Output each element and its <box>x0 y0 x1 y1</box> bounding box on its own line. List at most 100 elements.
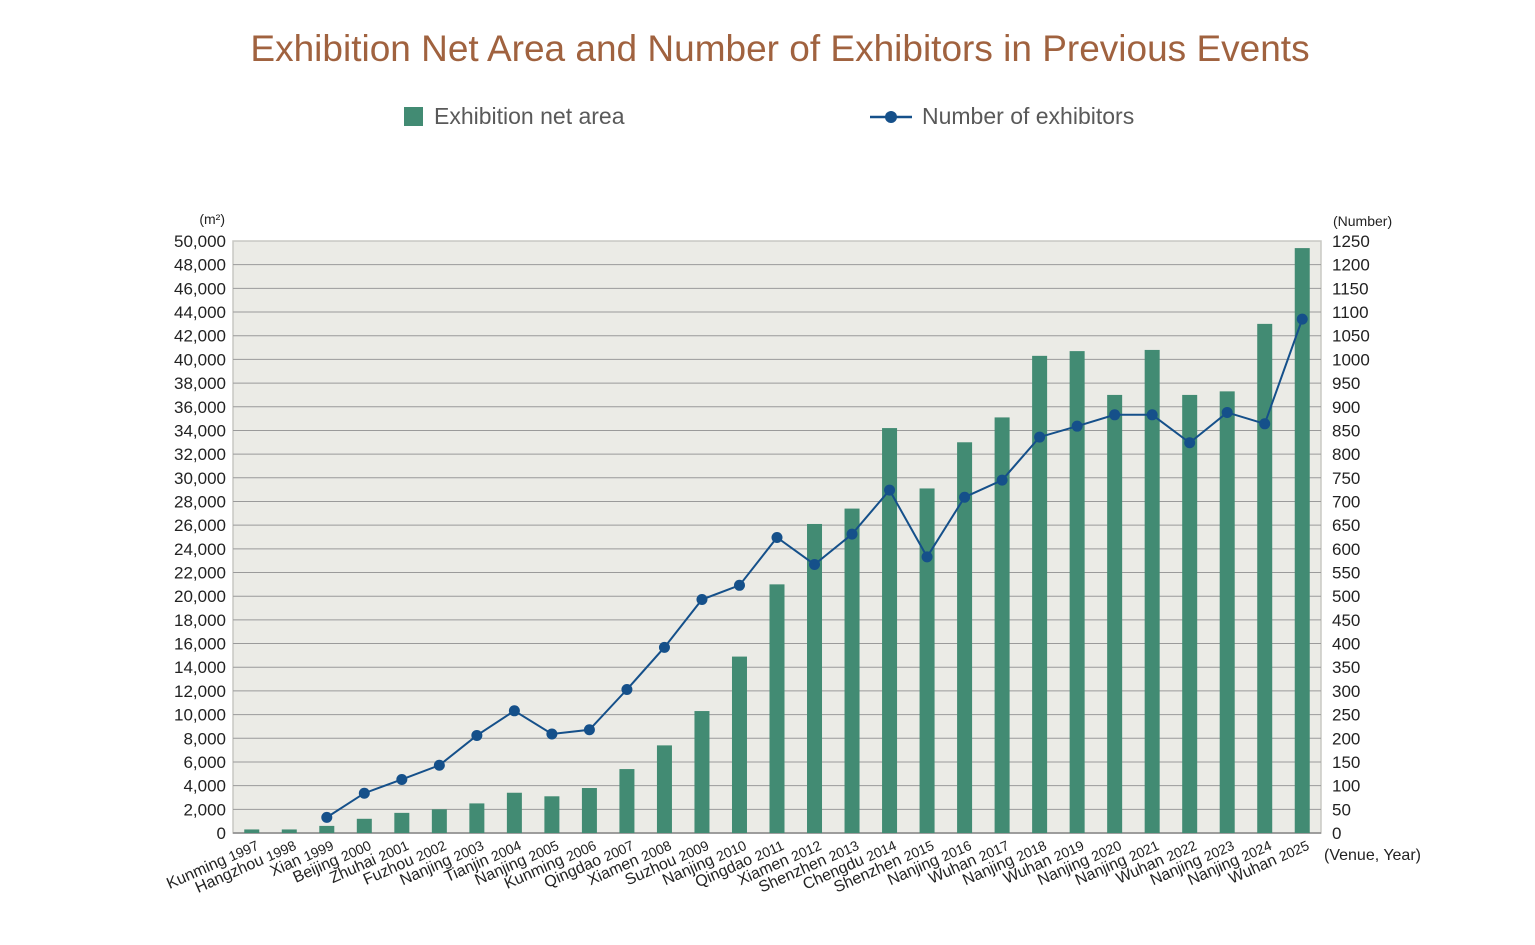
right-tick-label: 0 <box>1332 824 1341 843</box>
bar <box>731 656 747 833</box>
x-axis-label: (Venue, Year) <box>1324 847 1421 864</box>
bar <box>1182 394 1198 833</box>
right-tick-label: 800 <box>1332 445 1360 464</box>
legend-label-exhibitors: Number of exhibitors <box>922 103 1135 129</box>
line-point <box>358 787 370 799</box>
line-point <box>1034 431 1046 443</box>
right-axis: 0 50 100 150 200 250 300 350 400 450 500 550 600 650 7… <box>1332 232 1370 843</box>
bar-series <box>244 248 1310 833</box>
right-tick-label: 1000 <box>1332 350 1370 369</box>
left-tick-label: 20,000 <box>174 587 226 606</box>
line-series <box>321 313 1308 823</box>
right-tick-label: 200 <box>1332 729 1360 748</box>
bar <box>1069 351 1085 833</box>
right-tick-label: 150 <box>1332 753 1360 772</box>
left-tick-label: 0 <box>217 824 226 843</box>
right-tick-label: 1100 <box>1332 303 1369 322</box>
legend-item-exhibitors: Number of exhibitors <box>870 103 1134 130</box>
left-tick-label: 10,000 <box>174 706 226 725</box>
line-point <box>1184 437 1196 449</box>
bar <box>694 711 710 833</box>
left-tick-label: 34,000 <box>174 421 226 440</box>
line-point <box>1259 418 1271 430</box>
bar <box>319 825 335 833</box>
right-tick-label: 600 <box>1332 540 1360 559</box>
right-tick-label: 250 <box>1332 706 1360 725</box>
right-tick-label: 300 <box>1332 682 1360 701</box>
right-tick-label: 900 <box>1332 398 1360 417</box>
line-point <box>621 683 633 695</box>
left-tick-label: 14,000 <box>174 658 226 677</box>
left-tick-label: 28,000 <box>174 492 226 511</box>
left-tick-label: 16,000 <box>174 635 226 654</box>
right-tick-label: 50 <box>1332 800 1351 819</box>
left-tick-label: 8,000 <box>183 729 226 748</box>
bar <box>807 523 823 833</box>
bar <box>619 769 635 833</box>
left-tick-label: 2,000 <box>183 800 226 819</box>
line-point <box>1296 313 1308 325</box>
line-point <box>771 531 783 543</box>
legend-item-net-area: Exhibition net area <box>404 103 625 130</box>
line-point <box>508 705 520 717</box>
left-tick-label: 4,000 <box>183 777 226 796</box>
bar <box>506 792 522 833</box>
bar <box>1144 349 1160 833</box>
gridlines <box>233 264 1321 834</box>
line-point <box>809 558 821 570</box>
bar <box>356 818 372 833</box>
bar <box>656 745 672 833</box>
line-point <box>1221 406 1233 418</box>
left-tick-label: 6,000 <box>183 753 226 772</box>
line-point <box>996 474 1008 486</box>
left-tick-label: 38,000 <box>174 374 226 393</box>
right-tick-label: 700 <box>1332 492 1360 511</box>
right-tick-label: 1200 <box>1332 256 1370 275</box>
left-tick-label: 50,000 <box>174 232 226 251</box>
line-point <box>959 491 971 503</box>
bar <box>844 508 860 833</box>
bar <box>1107 394 1123 833</box>
right-tick-label: 350 <box>1332 658 1360 677</box>
bar <box>469 803 485 833</box>
right-tick-label: 400 <box>1332 635 1360 654</box>
left-tick-label: 40,000 <box>174 350 226 369</box>
left-axis-unit-label: (m²) <box>199 211 225 227</box>
line-point <box>1146 409 1158 421</box>
left-tick-label: 26,000 <box>174 516 226 535</box>
line-point <box>921 551 933 563</box>
right-tick-label: 1250 <box>1332 232 1370 251</box>
line-point <box>884 484 896 496</box>
line-point <box>321 811 333 823</box>
right-tick-label: 1050 <box>1332 327 1370 346</box>
left-axis: 0 2,000 4,000 6,000 8,000 10,000 12,000 14,000 1… <box>174 232 226 843</box>
bar <box>281 829 297 833</box>
line-point <box>696 594 708 606</box>
right-axis-unit-label: (Number) <box>1333 213 1392 229</box>
legend-bar-swatch-icon <box>404 107 423 126</box>
line-point <box>658 641 670 653</box>
right-tick-label: 850 <box>1332 421 1360 440</box>
left-tick-label: 24,000 <box>174 540 226 559</box>
line-point <box>396 773 408 785</box>
line-point <box>1071 420 1083 432</box>
chart-title: Exhibition Net Area and Number of Exhibi… <box>250 28 1310 69</box>
left-tick-label: 12,000 <box>174 682 226 701</box>
left-tick-label: 18,000 <box>174 611 226 630</box>
bar <box>394 812 410 833</box>
right-tick-label: 500 <box>1332 587 1360 606</box>
left-tick-label: 22,000 <box>174 564 226 583</box>
bar <box>957 442 973 833</box>
bar <box>544 796 560 833</box>
right-tick-label: 750 <box>1332 469 1360 488</box>
left-tick-label: 32,000 <box>174 445 226 464</box>
line-point <box>546 728 558 740</box>
bar <box>769 584 785 833</box>
line-point <box>433 759 445 771</box>
bar <box>581 788 597 833</box>
bar <box>882 428 898 833</box>
bar <box>431 809 447 833</box>
bar <box>1219 391 1235 833</box>
right-tick-label: 550 <box>1332 564 1360 583</box>
